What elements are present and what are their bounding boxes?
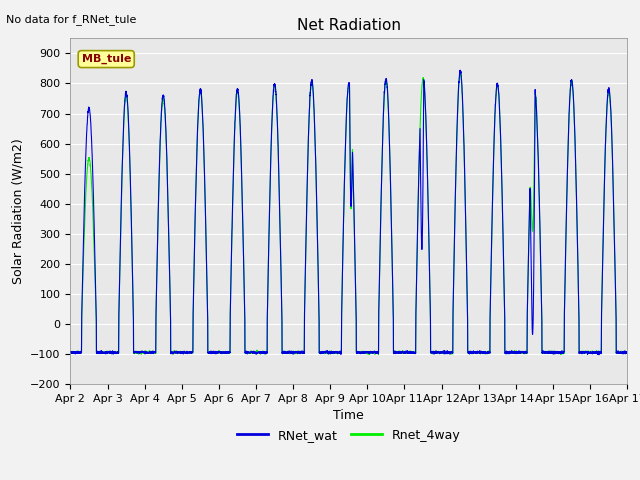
RNet_wat — [67, 349, 74, 355]
RNet_wat — [623, 350, 630, 356]
RNet_wat — [506, 350, 513, 356]
Rnet_4way — [623, 350, 630, 356]
RNet_wat — [328, 349, 336, 355]
Rnet_4way — [623, 350, 631, 356]
Rnet_4way — [443, 350, 451, 356]
Rnet_4way — [328, 350, 336, 356]
Y-axis label: Solar Radiation (W/m2): Solar Radiation (W/m2) — [12, 138, 24, 284]
RNet_wat — [595, 352, 603, 358]
Text: MB_tule: MB_tule — [81, 54, 131, 64]
Line: Rnet_4way: Rnet_4way — [70, 72, 627, 355]
RNet_wat — [443, 350, 451, 356]
Line: RNet_wat: RNet_wat — [70, 70, 627, 355]
Rnet_4way — [67, 349, 74, 355]
RNet_wat — [166, 312, 174, 318]
X-axis label: Time: Time — [333, 409, 364, 422]
Rnet_4way — [474, 349, 481, 355]
Rnet_4way — [506, 350, 513, 356]
RNet_wat — [623, 349, 631, 355]
RNet_wat — [474, 349, 481, 355]
Rnet_4way — [557, 352, 564, 358]
RNet_wat — [456, 67, 464, 73]
Legend: RNet_wat, Rnet_4way: RNet_wat, Rnet_4way — [232, 424, 466, 447]
Title: Net Radiation: Net Radiation — [297, 18, 401, 33]
Rnet_4way — [456, 69, 464, 74]
Rnet_4way — [166, 312, 174, 318]
Text: No data for f_RNet_tule: No data for f_RNet_tule — [6, 14, 137, 25]
